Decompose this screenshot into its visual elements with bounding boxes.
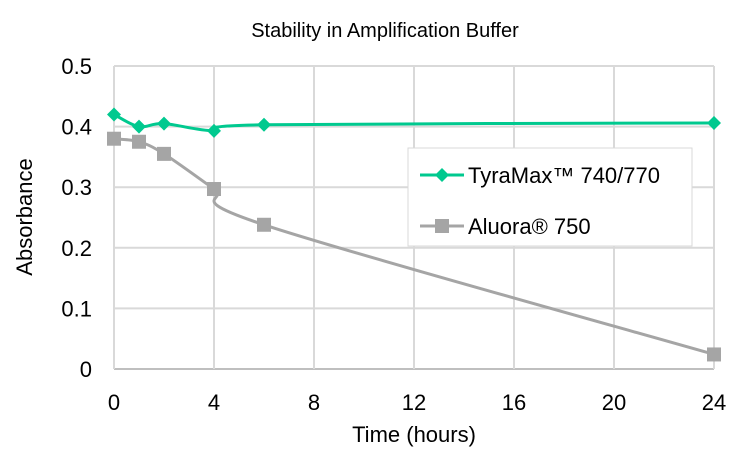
- chart-title: Stability in Amplification Buffer: [251, 20, 519, 42]
- x-tick-label: 20: [602, 390, 626, 415]
- data-point: [207, 182, 221, 197]
- data-point: [707, 115, 721, 130]
- legend-label: Aluora® 750: [468, 214, 591, 239]
- legend: TyraMax™ 740/770 Aluora® 750: [407, 147, 693, 247]
- x-tick-label: 12: [402, 390, 426, 415]
- data-point: [157, 116, 171, 131]
- y-tick-label: 0.3: [61, 175, 92, 200]
- legend-label: TyraMax™ 740/770: [468, 163, 660, 188]
- data-point: [257, 217, 271, 232]
- x-axis-label: Time (hours): [352, 422, 476, 447]
- data-point: [132, 119, 146, 134]
- legend-marker: [435, 168, 449, 182]
- data-point: [157, 146, 171, 161]
- y-axis-label: Absorbance: [12, 158, 37, 275]
- y-tick-label: 0.1: [61, 296, 92, 321]
- series-group: [107, 107, 721, 362]
- grid: [113, 65, 715, 370]
- legend-marker: [435, 219, 449, 233]
- data-point: [107, 131, 121, 146]
- y-tick-label: 0.2: [61, 236, 92, 261]
- legend-box: [407, 147, 693, 247]
- y-tick-label: 0.4: [61, 115, 92, 140]
- y-tick-label: 0.5: [61, 54, 92, 79]
- data-point: [132, 134, 146, 149]
- x-tick-label: 4: [208, 390, 220, 415]
- data-point: [257, 117, 271, 132]
- x-tick-label: 16: [502, 390, 526, 415]
- y-tick-label: 0: [80, 357, 92, 382]
- x-tick-label: 0: [108, 390, 120, 415]
- tick-labels: 0 0.1 0.2 0.3 0.4 0.5 0 4 8 12 16 20 24: [61, 54, 726, 415]
- data-point: [107, 107, 121, 122]
- data-point: [707, 347, 721, 362]
- data-point: [207, 123, 221, 138]
- x-tick-label: 8: [308, 390, 320, 415]
- x-tick-label: 24: [702, 390, 726, 415]
